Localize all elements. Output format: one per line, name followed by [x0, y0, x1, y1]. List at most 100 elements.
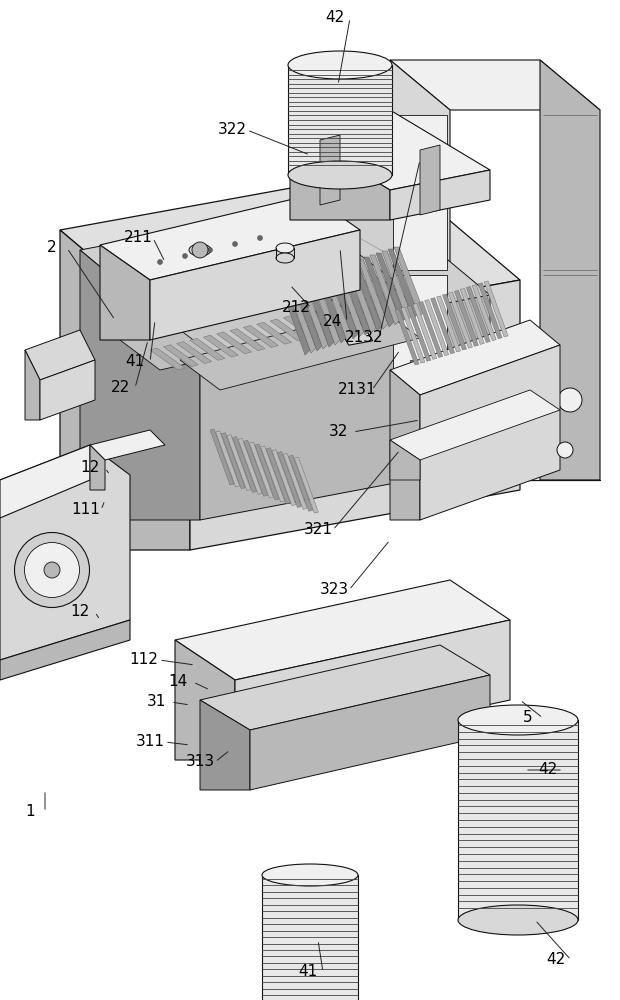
Polygon shape	[235, 620, 510, 760]
Polygon shape	[219, 292, 257, 316]
Polygon shape	[175, 640, 235, 760]
Polygon shape	[298, 279, 328, 349]
Text: 42: 42	[326, 10, 345, 25]
Polygon shape	[352, 261, 382, 331]
Polygon shape	[454, 290, 479, 346]
Circle shape	[558, 388, 582, 412]
Text: 12: 12	[81, 460, 100, 476]
Text: 41: 41	[298, 964, 317, 980]
Text: 31: 31	[146, 694, 166, 710]
Polygon shape	[200, 295, 490, 520]
Polygon shape	[0, 445, 90, 518]
Text: 2131: 2131	[338, 382, 376, 397]
Text: 322: 322	[218, 122, 247, 137]
Polygon shape	[150, 348, 185, 370]
Polygon shape	[180, 308, 420, 390]
Polygon shape	[238, 438, 262, 494]
Polygon shape	[324, 306, 358, 328]
Text: 2132: 2132	[345, 330, 383, 346]
Text: 112: 112	[130, 652, 159, 668]
Polygon shape	[420, 345, 560, 520]
Polygon shape	[90, 445, 105, 490]
Polygon shape	[120, 255, 400, 340]
Polygon shape	[250, 675, 490, 790]
Polygon shape	[316, 273, 346, 343]
Polygon shape	[337, 303, 371, 325]
Polygon shape	[309, 270, 347, 294]
Polygon shape	[340, 265, 370, 335]
Polygon shape	[363, 296, 398, 318]
Polygon shape	[443, 294, 466, 350]
Polygon shape	[270, 319, 305, 341]
Polygon shape	[216, 332, 252, 354]
Polygon shape	[466, 286, 490, 342]
Text: 1: 1	[25, 804, 35, 820]
Polygon shape	[390, 60, 450, 480]
Polygon shape	[393, 275, 447, 475]
Polygon shape	[206, 295, 245, 319]
Polygon shape	[334, 267, 364, 337]
Polygon shape	[244, 440, 268, 496]
Polygon shape	[130, 313, 168, 337]
Text: 311: 311	[136, 734, 164, 750]
Polygon shape	[393, 115, 447, 270]
Text: 5: 5	[523, 710, 533, 726]
Polygon shape	[150, 230, 360, 340]
Text: 24: 24	[322, 314, 342, 330]
Polygon shape	[258, 282, 296, 306]
Polygon shape	[0, 620, 130, 680]
Polygon shape	[390, 170, 490, 220]
Polygon shape	[190, 280, 520, 550]
Circle shape	[208, 247, 213, 252]
Polygon shape	[60, 170, 520, 340]
Polygon shape	[25, 350, 40, 420]
Polygon shape	[227, 435, 251, 491]
Polygon shape	[370, 255, 400, 325]
Ellipse shape	[276, 253, 294, 263]
Ellipse shape	[25, 542, 79, 597]
Polygon shape	[401, 307, 425, 363]
Polygon shape	[286, 283, 316, 353]
Polygon shape	[278, 452, 301, 508]
Polygon shape	[310, 275, 340, 345]
Polygon shape	[347, 261, 385, 285]
Polygon shape	[257, 322, 291, 344]
Polygon shape	[328, 269, 358, 339]
Polygon shape	[100, 245, 150, 340]
Polygon shape	[418, 302, 443, 358]
Polygon shape	[390, 440, 420, 480]
Polygon shape	[200, 645, 490, 730]
Text: 14: 14	[169, 674, 188, 690]
Polygon shape	[243, 325, 278, 347]
Polygon shape	[320, 135, 340, 205]
Text: 32: 32	[329, 424, 348, 440]
Polygon shape	[334, 264, 373, 288]
Polygon shape	[410, 360, 430, 370]
Polygon shape	[346, 263, 376, 333]
Ellipse shape	[458, 905, 578, 935]
Polygon shape	[181, 301, 219, 325]
Polygon shape	[425, 300, 449, 356]
Text: 41: 41	[125, 355, 144, 369]
Polygon shape	[296, 273, 334, 297]
Polygon shape	[232, 436, 257, 492]
Polygon shape	[283, 316, 318, 338]
Polygon shape	[221, 433, 246, 489]
Text: 212: 212	[281, 300, 311, 316]
Ellipse shape	[288, 161, 392, 189]
Polygon shape	[262, 875, 358, 1000]
Text: 211: 211	[123, 231, 153, 245]
Circle shape	[192, 242, 208, 258]
Polygon shape	[163, 345, 198, 367]
Polygon shape	[100, 195, 360, 280]
Text: 42: 42	[546, 952, 565, 968]
Polygon shape	[390, 320, 560, 395]
Polygon shape	[460, 288, 484, 344]
Polygon shape	[484, 281, 508, 337]
Polygon shape	[390, 370, 420, 520]
Circle shape	[44, 562, 60, 578]
Text: 111: 111	[71, 502, 100, 518]
Polygon shape	[156, 307, 193, 331]
Polygon shape	[175, 580, 510, 680]
Polygon shape	[255, 444, 279, 500]
